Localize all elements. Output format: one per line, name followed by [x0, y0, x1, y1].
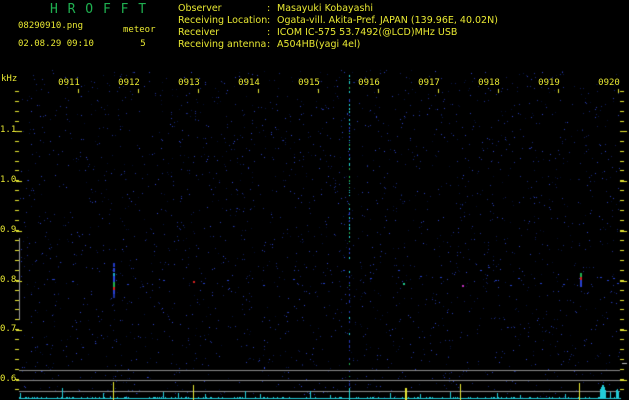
field-value: Ogata-vill. Akita-Pref. JAPAN (139.96E, …: [277, 15, 498, 26]
field-label: Receiving antenna: [178, 39, 267, 50]
header-row-antenna: Receiving antenna: A504HB(yagi 4el): [178, 39, 498, 51]
field-value: ICOM IC-575 53.7492(@LCD)MHz USB: [277, 27, 458, 38]
x-tick-0912: 0912: [118, 78, 140, 88]
y-tick-0.9: 0.9: [0, 225, 17, 235]
x-tick-0916: 0916: [358, 78, 380, 88]
app-title: H R O F F T: [50, 2, 148, 17]
meteor-count-label: 5: [140, 39, 146, 49]
x-tick-0914: 0914: [238, 78, 260, 88]
x-tick-0911: 0911: [58, 78, 80, 88]
field-separator: :: [267, 27, 271, 38]
x-tick-0913: 0913: [178, 78, 200, 88]
header-row-location: Receiving Location: Ogata-vill. Akita-Pre…: [178, 15, 498, 27]
field-value: A504HB(yagi 4el): [277, 39, 361, 50]
y-tick-0.8: 0.8: [0, 275, 17, 285]
field-label: Observer: [178, 3, 222, 14]
field-separator: :: [267, 39, 271, 50]
mode-label: meteor: [123, 25, 156, 35]
y-tick-0.6: 0.6: [0, 374, 17, 384]
field-label: Receiving Location: [178, 15, 267, 26]
field-value: Masayuki Kobayashi: [277, 3, 374, 14]
x-tick-0918: 0918: [478, 78, 500, 88]
field-separator: :: [267, 15, 271, 26]
datetime-label: 02.08.29 09:10: [18, 39, 94, 49]
header-row-observer: Observer: Masayuki Kobayashi: [178, 3, 498, 15]
y-axis-unit-label: kHz: [1, 74, 18, 84]
y-tick-1.0: 1.0: [0, 175, 17, 185]
field-label: Receiver: [178, 27, 220, 38]
x-tick-0917: 0917: [418, 78, 440, 88]
x-tick-0920: 0920: [598, 78, 620, 88]
header-info: Observer: Masayuki Kobayashi Receiving Lo…: [178, 3, 498, 51]
header-row-receiver: Receiver: ICOM IC-575 53.7492(@LCD)MHz US…: [178, 27, 498, 39]
x-tick-0915: 0915: [298, 78, 320, 88]
filename-label: 08290910.png: [18, 21, 84, 31]
x-tick-0919: 0919: [538, 78, 560, 88]
y-tick-1.1: 1.1: [0, 125, 17, 135]
field-separator: :: [267, 3, 271, 14]
y-tick-0.7: 0.7: [0, 324, 17, 334]
